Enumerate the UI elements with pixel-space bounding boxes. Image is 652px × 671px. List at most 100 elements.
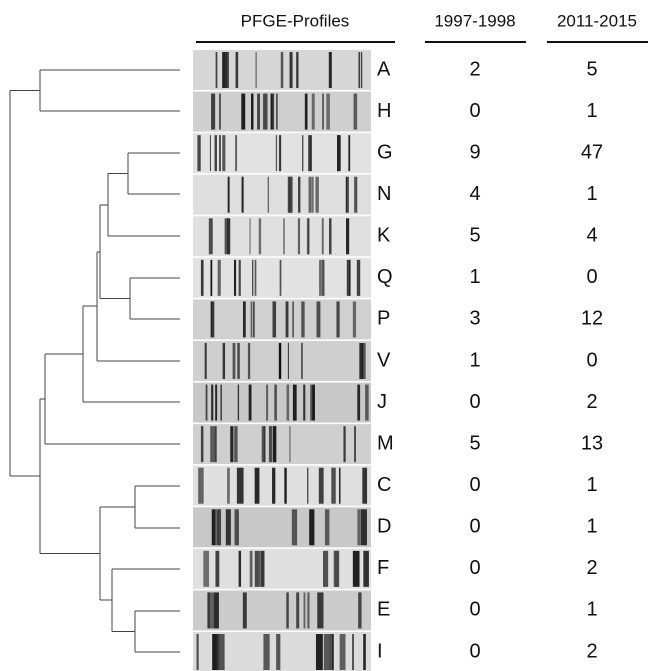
gel-band (308, 135, 312, 171)
gel-band (319, 468, 324, 504)
profile-label: V (377, 349, 391, 371)
gel-band (309, 509, 314, 545)
gel-band (271, 94, 273, 130)
gel-band (257, 94, 260, 130)
count: 5 (469, 225, 480, 247)
gel-band (279, 343, 281, 379)
gel-band (209, 592, 214, 628)
count: 5 (469, 432, 480, 454)
profile-label: H (377, 100, 391, 122)
count: 1 (586, 474, 597, 496)
header-period: 2011-2015 (557, 11, 637, 30)
gel-band (324, 634, 330, 670)
gel-band (296, 52, 298, 88)
gel-band (326, 94, 330, 130)
gel-band (233, 343, 236, 379)
gel-band (340, 634, 346, 670)
gel-band (293, 385, 297, 421)
gel-band (353, 301, 356, 337)
gel-band (292, 509, 297, 545)
gel-band (222, 135, 225, 171)
gel-band (219, 634, 225, 670)
gel-band (238, 385, 239, 421)
count: 47 (581, 141, 603, 163)
gel-band (198, 468, 203, 504)
gel-lane (193, 383, 371, 423)
figure: PFGE-Profiles 1997-1998 2011-2015 A25H01… (0, 0, 652, 671)
count: 1 (586, 516, 597, 538)
profile-label: M (377, 432, 394, 454)
gel-band (269, 426, 272, 462)
gel-band (226, 218, 228, 254)
gel-band (225, 218, 227, 254)
gel-band (322, 218, 324, 254)
gel-band (203, 551, 209, 587)
gel-band (242, 177, 244, 213)
gel-band (211, 301, 215, 337)
gel-band (343, 426, 345, 462)
gel-band (288, 343, 289, 379)
gel-band (215, 135, 217, 171)
gel-band (253, 301, 255, 337)
gel-band (201, 426, 203, 462)
profile-label: N (377, 183, 391, 205)
gel-band (212, 509, 216, 545)
count: 3 (469, 308, 480, 330)
profile-label: J (377, 391, 387, 413)
gel-band (303, 385, 305, 421)
gel-band (239, 551, 241, 587)
gel-band (290, 52, 293, 88)
gel-band (298, 177, 300, 213)
gel-band (211, 94, 215, 130)
gel-band (304, 592, 306, 628)
gel-band (273, 426, 276, 462)
gel-band (248, 343, 250, 379)
gel-band (211, 385, 213, 421)
gel-band (275, 385, 277, 421)
gel-band (227, 468, 230, 504)
gel-band (196, 634, 198, 670)
gel-band (228, 177, 230, 213)
count: 1 (469, 349, 480, 371)
gel-band (310, 385, 312, 421)
gel-band (347, 177, 349, 213)
gel-lane (193, 299, 371, 339)
gel-band (243, 301, 246, 337)
gel-band (215, 385, 217, 421)
gel-band (358, 592, 361, 628)
count: 0 (469, 640, 480, 662)
gel-band (352, 634, 354, 670)
gel-band (307, 468, 308, 504)
profile-label: G (377, 141, 393, 163)
gel-band (206, 385, 208, 421)
gel-band (249, 385, 252, 421)
gel-band (255, 260, 257, 296)
gel-band (322, 94, 323, 130)
gel-band (197, 135, 200, 171)
gel-band (316, 634, 323, 670)
gel-band (234, 260, 236, 296)
gel-band (280, 260, 282, 296)
gel-band (235, 509, 239, 545)
gel-band (214, 592, 219, 628)
gel-band (201, 260, 204, 296)
gel-band (309, 177, 311, 213)
gel-band (301, 301, 304, 337)
profile-label: I (377, 640, 383, 662)
count: 1 (586, 100, 597, 122)
gel-band (292, 301, 293, 337)
gel-band (250, 551, 253, 587)
gel-band (283, 218, 284, 254)
gel-band (211, 260, 213, 296)
gel-band (215, 551, 219, 587)
gel-band (219, 94, 221, 130)
gel-lane (193, 216, 371, 256)
gel-band (272, 468, 275, 504)
count: 1 (469, 266, 480, 288)
gel-band (289, 177, 293, 213)
profile-label: C (377, 474, 391, 496)
gel-band (365, 385, 369, 421)
count: 13 (581, 432, 603, 454)
header-profiles: PFGE-Profiles (241, 11, 350, 30)
